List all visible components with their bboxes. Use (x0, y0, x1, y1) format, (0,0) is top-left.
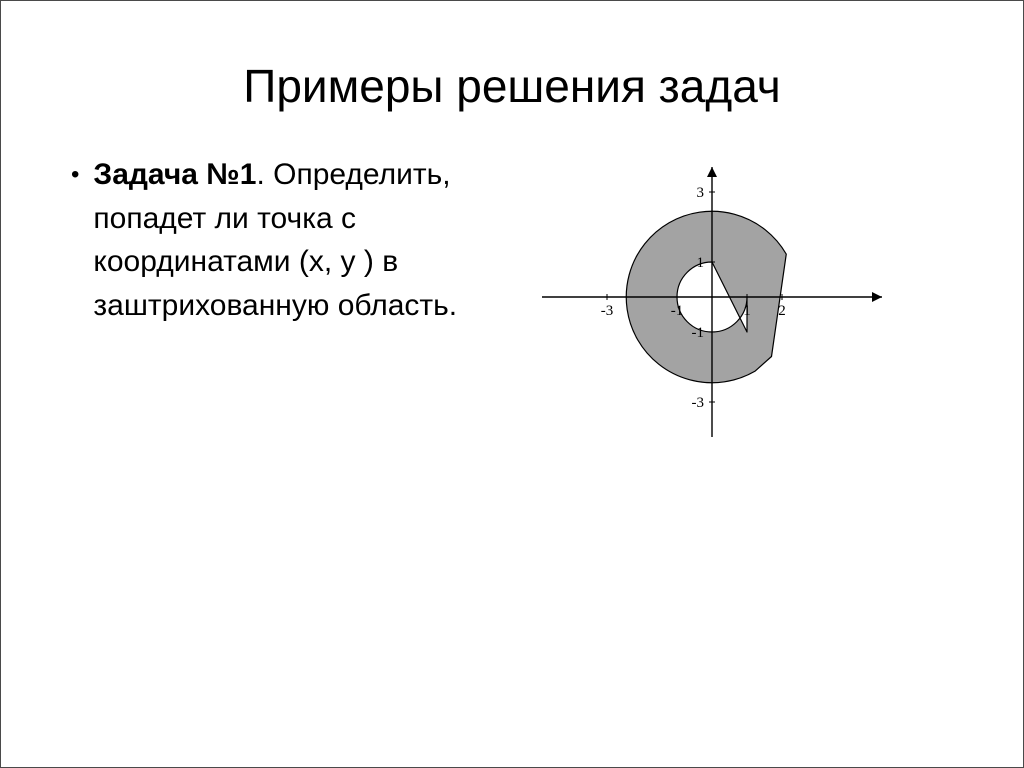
svg-text:1: 1 (743, 303, 751, 319)
bullet-dot-icon: • (71, 153, 79, 197)
svg-text:-1: -1 (671, 303, 684, 319)
svg-text:-1: -1 (692, 325, 705, 341)
svg-text:-3: -3 (601, 303, 614, 319)
slide-title: Примеры решения задач (1, 1, 1023, 113)
svg-text:3: 3 (697, 185, 705, 201)
problem-text: Задача №1. Определить, попадет ли точка … (93, 153, 492, 327)
content-row: • Задача №1. Определить, попадет ли точк… (1, 153, 1023, 447)
bullet-item: • Задача №1. Определить, попадет ли точк… (71, 153, 492, 327)
figure-column: -3 -1 1 2 3 1 -1 -3 (512, 153, 1023, 447)
coordinate-plot: -3 -1 1 2 3 1 -1 -3 (532, 157, 892, 447)
svg-text:2: 2 (778, 303, 786, 319)
slide-container: Примеры решения задач • Задача №1. Опред… (0, 0, 1024, 768)
svg-text:-3: -3 (692, 395, 705, 411)
svg-text:1: 1 (697, 255, 705, 271)
text-column: • Задача №1. Определить, попадет ли точк… (1, 153, 512, 447)
problem-label: Задача №1 (93, 158, 256, 191)
